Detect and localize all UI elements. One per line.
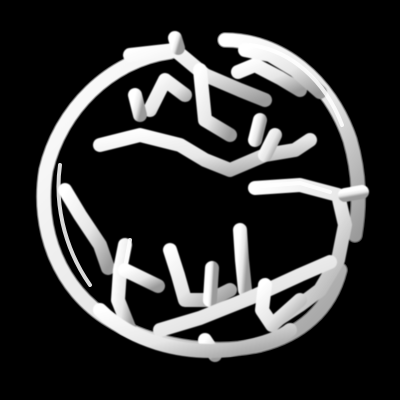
left-lower-segment <box>58 183 115 275</box>
bottom-branch-b <box>118 263 165 293</box>
top-branch-c <box>193 63 237 142</box>
bottom-branch-f <box>153 255 337 337</box>
top-branch-f <box>231 58 307 97</box>
top-branch-g <box>238 43 327 99</box>
top-branch-b <box>168 31 185 55</box>
middle-branch-c <box>258 128 282 162</box>
bottom-branch-g <box>255 278 307 332</box>
top-branch-d <box>143 73 192 117</box>
bottom-branch-e <box>233 223 252 297</box>
middle-branch-a <box>93 128 317 177</box>
bottom-branch-a <box>111 238 137 337</box>
top-branch-h <box>248 113 267 147</box>
bottom-ring-inner <box>93 303 297 358</box>
top-branch-e <box>128 88 147 122</box>
right-arc-stub <box>338 185 369 202</box>
bottom-branch-c <box>163 243 237 307</box>
bottom-branch-d <box>203 261 219 307</box>
